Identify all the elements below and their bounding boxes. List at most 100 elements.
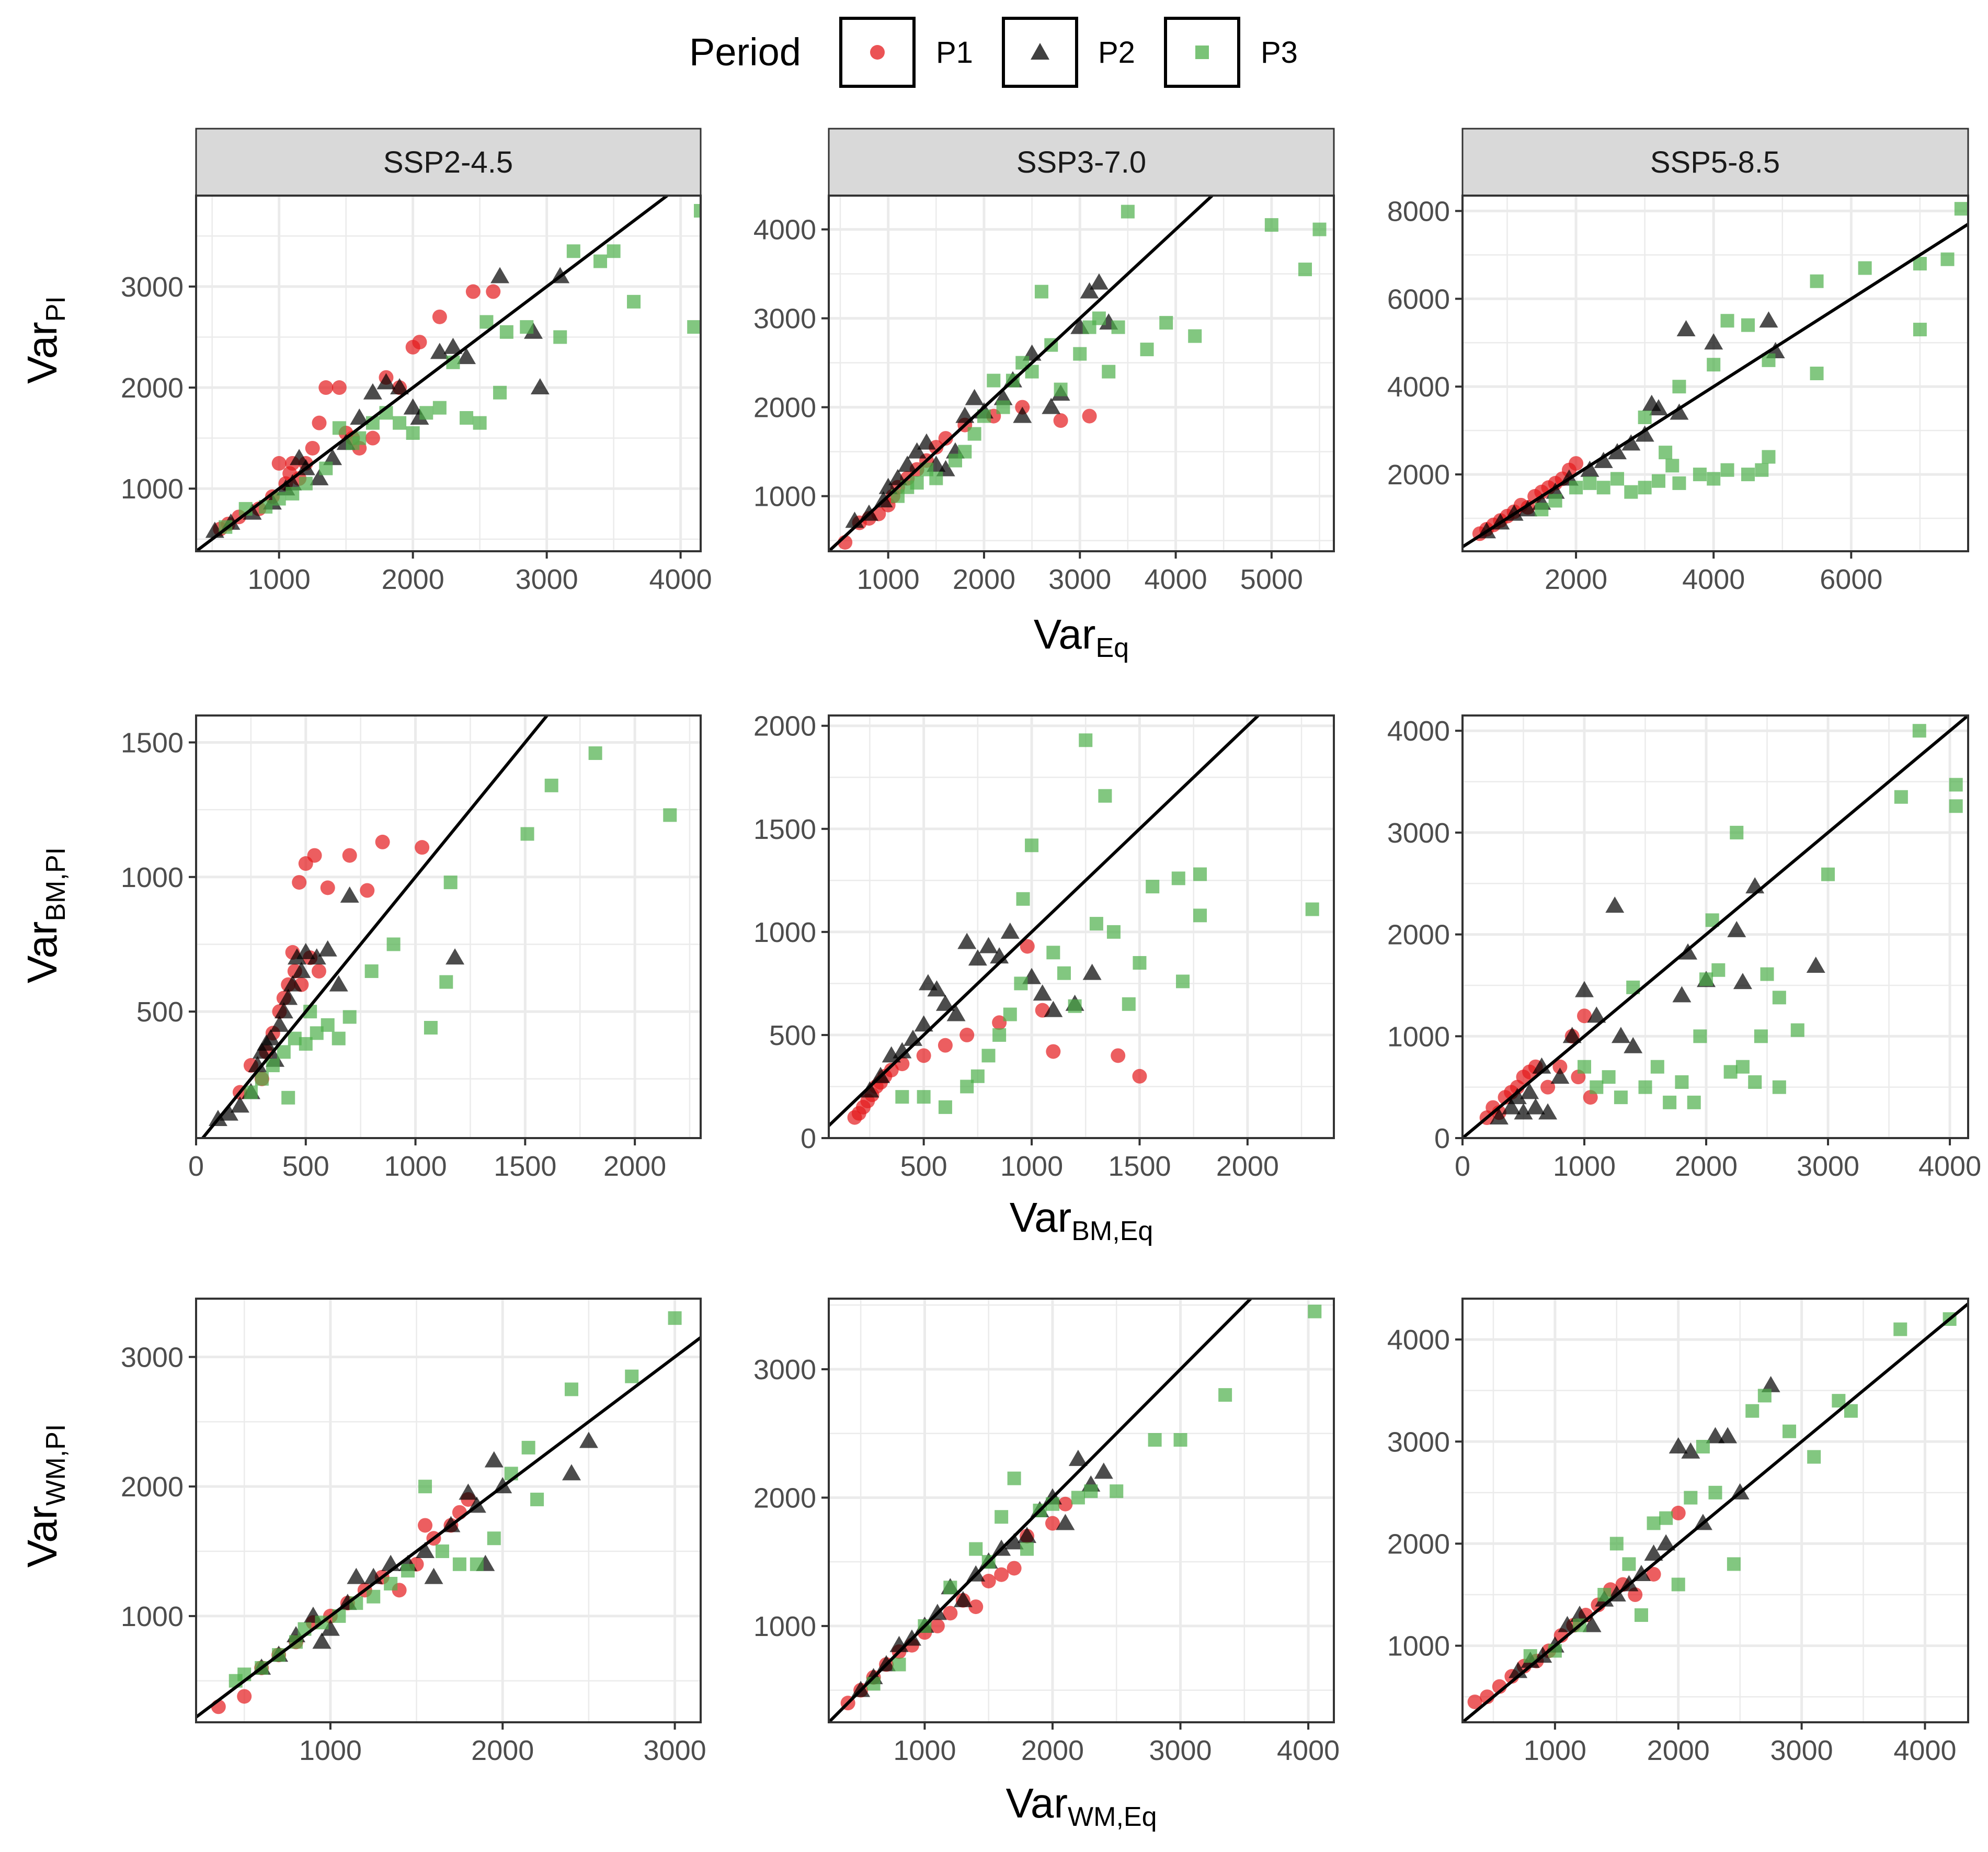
x-tick-label: 1000	[1000, 1151, 1063, 1182]
point-p2	[1718, 1427, 1738, 1444]
identity-line	[196, 196, 668, 551]
x-tick-label: 4000	[1893, 1735, 1956, 1766]
y-tick-label: 1000	[753, 481, 816, 513]
point-p3	[1912, 724, 1926, 738]
point-p3	[943, 1581, 957, 1595]
y-tick-label: 1000	[121, 473, 184, 505]
y-tick-label: 8000	[1387, 196, 1450, 227]
point-p3	[1949, 799, 1963, 813]
point-p3	[332, 1031, 346, 1046]
point-p2	[490, 267, 510, 283]
point-p2	[946, 1005, 966, 1021]
gridlines	[829, 196, 1334, 551]
point-p3	[1940, 252, 1955, 266]
point-p2	[261, 1029, 280, 1046]
point-p2	[219, 1104, 238, 1121]
point-p3	[1634, 1608, 1648, 1622]
point-p2	[1704, 333, 1723, 350]
x-tick-label: 2000	[603, 1151, 666, 1182]
y-tick-label: 2000	[753, 711, 816, 742]
point-p3	[1699, 972, 1713, 986]
point-p3	[1089, 917, 1103, 931]
point-p2	[1562, 1027, 1582, 1043]
point-p3	[588, 746, 602, 760]
point-p3	[593, 254, 608, 268]
x-tick-label: 2000	[471, 1735, 534, 1766]
point-p3	[1016, 892, 1030, 906]
point-p3	[1672, 380, 1686, 394]
point-p3	[1858, 261, 1872, 275]
point-p2	[979, 937, 998, 953]
point-p2	[1587, 1006, 1606, 1023]
identity-line	[829, 1299, 1252, 1722]
point-p1	[1053, 413, 1068, 428]
point-p2	[230, 1096, 249, 1113]
point-p2	[484, 1451, 504, 1468]
point-p2	[907, 442, 927, 459]
x-tick-label: 5000	[1240, 564, 1303, 595]
points	[205, 203, 701, 538]
legend-symbol-p2	[1031, 43, 1049, 60]
point-p1	[981, 1574, 996, 1588]
x-tick-label: 1000	[248, 564, 311, 595]
point-p2	[1669, 1437, 1688, 1454]
y-tick-label: 2000	[121, 372, 184, 404]
point-p1	[432, 309, 447, 324]
panel-3-1: 1000 2000 3000 1000 2000 3000	[121, 1298, 706, 1766]
point-p3	[1159, 316, 1173, 330]
point-p2	[390, 378, 409, 395]
legend-item-p2: P2	[1002, 17, 1135, 88]
gridlines	[196, 1299, 701, 1722]
x-tick-label: 1500	[1108, 1151, 1171, 1182]
y-tick-label: 500	[136, 996, 184, 1028]
point-p2	[1635, 425, 1654, 442]
point-p3	[1647, 1516, 1661, 1530]
point-p2	[1649, 399, 1668, 416]
point-p1	[1467, 1694, 1482, 1709]
point-p3	[1741, 468, 1755, 482]
panel-1-2: 1000 2000 3000 4000 5000 1000 2000 3000 4000	[753, 195, 1335, 595]
y-tick-label: 500	[769, 1020, 816, 1051]
point-p3	[1720, 463, 1734, 477]
x-tick-label: 3000	[1770, 1735, 1833, 1766]
point-p2	[579, 1431, 598, 1448]
strip-label-ssp3-70: SSP3-7.0	[1016, 145, 1146, 179]
point-p3	[460, 411, 474, 425]
point-p2	[1000, 922, 1020, 939]
point-p3	[1092, 311, 1106, 325]
point-p2	[310, 469, 329, 485]
y-tick-label: 3000	[753, 1354, 816, 1385]
point-p3	[1638, 1080, 1652, 1094]
point-p2	[882, 1046, 901, 1063]
point-p3	[1696, 1440, 1710, 1454]
point-p2	[1608, 443, 1627, 460]
point-p3	[367, 1589, 381, 1604]
point-p3	[1671, 1577, 1685, 1592]
point-p3	[342, 1010, 357, 1024]
point-p3	[406, 426, 420, 440]
point-p2	[307, 948, 326, 965]
point-p3	[1735, 1060, 1750, 1074]
point-p3	[1308, 1304, 1322, 1319]
point-p3	[424, 1020, 438, 1035]
point-p3	[1312, 222, 1327, 236]
point-p2	[1520, 1083, 1539, 1099]
point-p3	[470, 1557, 484, 1571]
strip-label-ssp5-85: SSP5-8.5	[1650, 145, 1780, 179]
point-p3	[272, 492, 286, 506]
point-p3	[473, 416, 487, 430]
point-p1	[1671, 1505, 1686, 1520]
point-p3	[1218, 1388, 1232, 1402]
point-p3	[1176, 974, 1190, 989]
point-p2	[1605, 896, 1625, 913]
point-p2	[1624, 1037, 1643, 1053]
point-p2	[443, 337, 463, 354]
point-p1	[1058, 1496, 1073, 1512]
point-p3	[1672, 476, 1686, 490]
point-p1	[312, 415, 327, 430]
point-p2	[1594, 451, 1613, 468]
point-p1	[320, 880, 335, 895]
point-p3	[1590, 1080, 1604, 1094]
y-tick-label: 1000	[1387, 1021, 1450, 1052]
point-p1	[930, 1618, 945, 1633]
